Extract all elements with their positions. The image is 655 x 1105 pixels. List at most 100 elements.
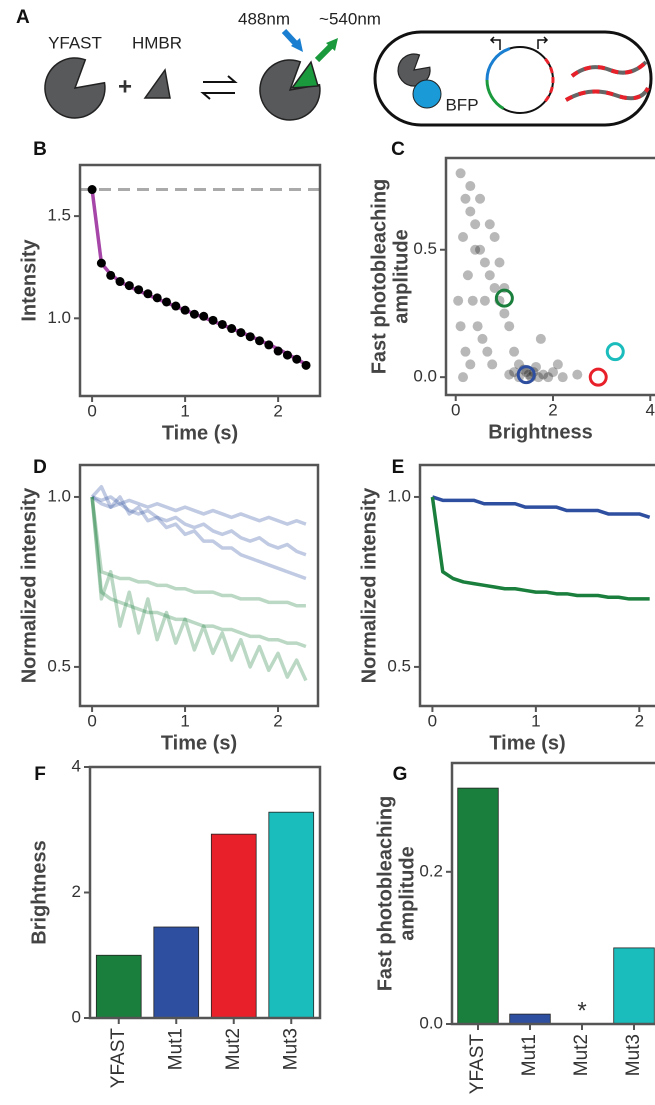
scatter-point (465, 181, 476, 192)
data-point (199, 311, 209, 321)
x-tick-label: 2 (635, 711, 644, 730)
scatter-point (509, 367, 520, 378)
data-point (180, 305, 190, 315)
emission-arrowhead (326, 38, 338, 51)
plot-area (457, 787, 655, 1024)
bar (210, 833, 257, 1018)
scatter-point (465, 359, 476, 370)
scatter-point (458, 372, 469, 383)
scatter-point (548, 367, 558, 378)
y-tick-label: 0.5 (47, 656, 71, 675)
x-tick-label: Mut3 (623, 1034, 644, 1076)
y-tick-label: 4 (72, 756, 81, 775)
plot-frame (78, 163, 322, 398)
scatter-point (470, 244, 481, 255)
scatter-point (489, 232, 500, 242)
scatter-point (533, 372, 544, 383)
plot-frame (78, 463, 320, 708)
data-point (115, 277, 125, 287)
scatter-point (572, 369, 583, 380)
scatter-point (487, 359, 498, 370)
panel-label: F (34, 764, 46, 785)
scatter-point (557, 372, 568, 383)
panel-label: G (393, 764, 408, 785)
equilibrium-arrows (200, 75, 238, 100)
data-point (301, 360, 311, 370)
plot-area (95, 811, 315, 1018)
y-axis-label: Fast photobleaching (374, 796, 396, 992)
scatter-point (535, 333, 546, 344)
plot-frame (88, 765, 322, 1020)
data-point (217, 319, 227, 329)
panel-label: C (391, 139, 405, 160)
x-tick-label: Mut1 (165, 1028, 186, 1070)
y-tick-label: 0.5 (387, 656, 411, 675)
y-tick-label: 0.5 (413, 239, 437, 258)
scatter-point (484, 219, 495, 230)
scatter-point (552, 359, 563, 370)
x-tick-label: 1 (180, 401, 189, 420)
series-line (90, 189, 307, 366)
promoters (489, 36, 549, 50)
plot-area (453, 168, 625, 387)
scatter-point (538, 369, 549, 380)
y-tick-label: 0.0 (413, 367, 437, 386)
yfast-shape (44, 57, 106, 119)
scatter-point (504, 369, 515, 380)
bar (613, 947, 655, 1024)
scatter-point (475, 244, 486, 255)
x-tick-label: 1 (531, 711, 540, 730)
scatter-point (494, 257, 505, 268)
data-point (282, 350, 292, 360)
scatter-point (467, 295, 478, 306)
plot-frame (444, 156, 655, 397)
emission-arrow (314, 43, 334, 63)
plot-area (80, 185, 320, 370)
data-point (273, 346, 283, 356)
highlight-point (588, 367, 608, 387)
x-tick-label: Mut1 (519, 1034, 540, 1076)
scatter-point (472, 321, 483, 332)
plasmid-blue (485, 47, 511, 81)
scatter-point (455, 321, 466, 332)
panel-label: B (33, 139, 47, 160)
data-point (255, 336, 265, 346)
plot-area (90, 485, 308, 682)
highlight-point (605, 342, 625, 362)
x-tick-label: 0 (428, 711, 437, 730)
series-line (90, 496, 307, 649)
panel-label: E (392, 457, 405, 478)
emission-label: ~540nm (319, 9, 381, 28)
data-point (171, 301, 181, 311)
scatter-point (482, 346, 493, 357)
complex-shape (259, 59, 321, 121)
x-tick-label: 0 (87, 401, 96, 420)
series-line (91, 495, 307, 557)
data-point (189, 309, 199, 319)
x-axis-label: Time (s) (489, 732, 565, 754)
y-axis-label: amplitude (396, 846, 418, 940)
plasmid-green (485, 79, 505, 110)
mrna-2-marks (564, 86, 650, 102)
mrna-1 (570, 60, 648, 78)
plot-frame (450, 761, 655, 1026)
x-axis-label: Time (s) (162, 422, 238, 444)
series-line (430, 496, 650, 601)
y-tick-label: 1.0 (47, 308, 71, 327)
hmbr-shape (143, 68, 171, 99)
x-tick-label: 2 (273, 401, 282, 420)
data-point (292, 354, 302, 364)
y-tick-label: 0.2 (419, 861, 443, 880)
data-point (143, 289, 153, 299)
scatter-point (453, 295, 464, 306)
x-tick-label: YFAST (467, 1034, 488, 1095)
scatter-point (521, 367, 532, 378)
scatter-point (489, 282, 500, 293)
y-tick-label: 1.0 (387, 486, 411, 505)
protein-label: YFAST (48, 33, 102, 52)
scatter-point (499, 308, 510, 319)
y-axis-label: Fast photobleaching (368, 179, 390, 375)
y-axis-label: Normalized intensity (18, 487, 40, 683)
scatter-point (543, 372, 554, 383)
